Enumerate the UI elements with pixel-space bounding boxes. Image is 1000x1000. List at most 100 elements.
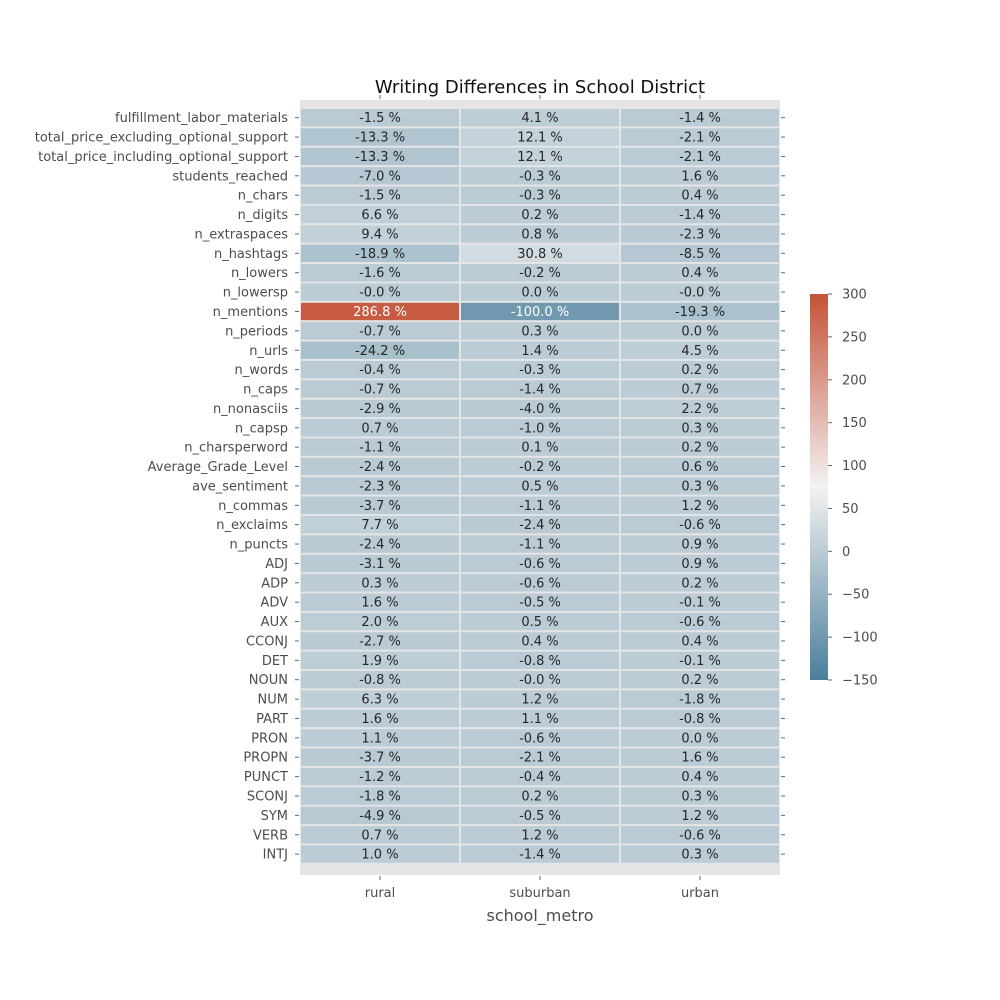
cell-value-label: -3.1 % — [359, 557, 401, 572]
heatmap-cell — [621, 205, 779, 224]
heatmap-cell — [301, 496, 459, 514]
heatmap-cell — [461, 709, 619, 728]
heatmap-cell — [621, 341, 779, 359]
heatmap-cell — [461, 806, 619, 825]
row-label: ave_sentiment — [192, 479, 288, 494]
heatmap-cell — [621, 399, 779, 418]
heatmap-cell — [301, 787, 459, 805]
cell-value-label: -0.6 % — [519, 731, 561, 746]
colorbar-tick-label: 300 — [842, 288, 867, 303]
cell-value-label: -3.7 % — [359, 499, 401, 514]
colorbar: −150 −100 −50 0 50 100 150 200 250 300 — [810, 288, 878, 689]
heatmap-cell — [301, 690, 459, 708]
heatmap-cell — [461, 515, 619, 534]
cell-value-label: -0.8 % — [519, 654, 561, 669]
cell-value-label: 0.3 % — [681, 848, 718, 863]
row-label: n_exclaims — [216, 518, 288, 533]
cell-value-label: 0.9 % — [681, 557, 718, 572]
row-label: PRON — [251, 731, 288, 746]
cell-value-label: -0.6 % — [519, 557, 561, 572]
cell-value-label: 1.2 % — [681, 809, 718, 824]
cell-value-label: 2.2 % — [681, 402, 718, 417]
cell-value-label: -2.4 % — [359, 460, 401, 475]
row-label: n_digits — [238, 208, 289, 223]
heatmap-cell — [301, 845, 459, 863]
cell-value-label: -1.5 % — [359, 189, 401, 204]
heatmap-cell — [461, 264, 619, 282]
cell-value-label: 4.5 % — [681, 344, 718, 359]
cell-value-label: 0.2 % — [521, 789, 558, 804]
heatmap-cell — [621, 729, 779, 747]
heatmap-cell — [301, 651, 459, 670]
heatmap-cell — [621, 360, 779, 379]
cell-value-label: -0.8 % — [679, 712, 721, 727]
heatmap-cell — [621, 806, 779, 825]
heatmap-cell — [621, 167, 779, 185]
cell-value-label: -2.3 % — [359, 479, 401, 494]
colorbar-tick-label: 50 — [842, 502, 859, 517]
cell-value-label: -1.0 % — [519, 421, 561, 436]
cell-value-label: -2.1 % — [679, 131, 721, 146]
heatmap-cell — [461, 554, 619, 573]
heatmap-cell — [621, 322, 779, 340]
row-label: n_chars — [238, 189, 288, 204]
heatmap-cell — [621, 186, 779, 204]
colorbar-tick-label: −150 — [842, 674, 878, 689]
heatmap-cell — [461, 535, 619, 553]
heatmap-cell — [301, 399, 459, 418]
heatmap-cell — [301, 574, 459, 592]
cell-value-label: 4.1 % — [521, 111, 558, 126]
row-label: VERB — [253, 828, 288, 843]
heatmap-cell — [301, 360, 459, 379]
cell-value-label: -0.0 % — [679, 286, 721, 301]
cell-value-label: -0.2 % — [519, 460, 561, 475]
cell-value-label: -2.7 % — [359, 634, 401, 649]
cell-value-label: -0.6 % — [679, 828, 721, 843]
cell-value-label: 6.6 % — [361, 208, 398, 223]
heatmap-cell — [301, 225, 459, 243]
cell-value-label: 0.2 % — [681, 441, 718, 456]
heatmap-cell — [301, 612, 459, 631]
row-label: n_urls — [249, 344, 288, 359]
cell-value-label: 1.0 % — [361, 848, 398, 863]
row-label: Average_Grade_Level — [148, 460, 288, 475]
cell-value-label: -100.0 % — [511, 305, 569, 320]
cell-value-label: 12.1 % — [517, 131, 562, 146]
cell-value-label: -0.7 % — [359, 383, 401, 398]
cell-value-label: -0.7 % — [359, 324, 401, 339]
heatmap-cell — [301, 264, 459, 282]
cell-value-label: 0.2 % — [681, 576, 718, 591]
cell-value-label: 1.1 % — [521, 712, 558, 727]
cell-value-label: -13.3 % — [355, 150, 405, 165]
row-label: PROPN — [243, 751, 288, 766]
row-label: fulfillment_labor_materials — [115, 111, 288, 126]
row-label: SYM — [261, 809, 288, 824]
heatmap-cell — [301, 671, 459, 689]
heatmap-cell — [301, 535, 459, 553]
row-label: total_price_including_optional_support — [38, 150, 288, 165]
cell-value-label: -0.3 % — [519, 189, 561, 204]
cell-value-label: -2.1 % — [679, 150, 721, 165]
cell-value-label: 0.4 % — [521, 634, 558, 649]
heatmap-cell — [301, 147, 459, 166]
cell-value-label: 286.8 % — [353, 305, 407, 320]
heatmap-cell — [621, 419, 779, 437]
row-label: n_words — [235, 363, 289, 378]
heatmap-cell — [461, 496, 619, 514]
heatmap-cell — [461, 457, 619, 476]
row-label: DET — [262, 654, 288, 669]
cell-value-label: -1.1 % — [359, 441, 401, 456]
cell-value-label: -0.3 % — [519, 169, 561, 184]
row-label: INTJ — [263, 848, 288, 863]
heatmap-cell — [461, 205, 619, 224]
cell-value-label: -4.9 % — [359, 809, 401, 824]
cell-value-label: 0.5 % — [521, 615, 558, 630]
row-label: total_price_excluding_optional_support — [35, 131, 288, 146]
heatmap-cell — [621, 477, 779, 495]
colorbar-tick-label: 250 — [842, 330, 867, 345]
heatmap-cell — [621, 651, 779, 670]
cell-value-label: 0.9 % — [681, 538, 718, 553]
heatmap-cell — [461, 845, 619, 863]
heatmap-cell — [621, 496, 779, 514]
heatmap-cell — [621, 748, 779, 766]
